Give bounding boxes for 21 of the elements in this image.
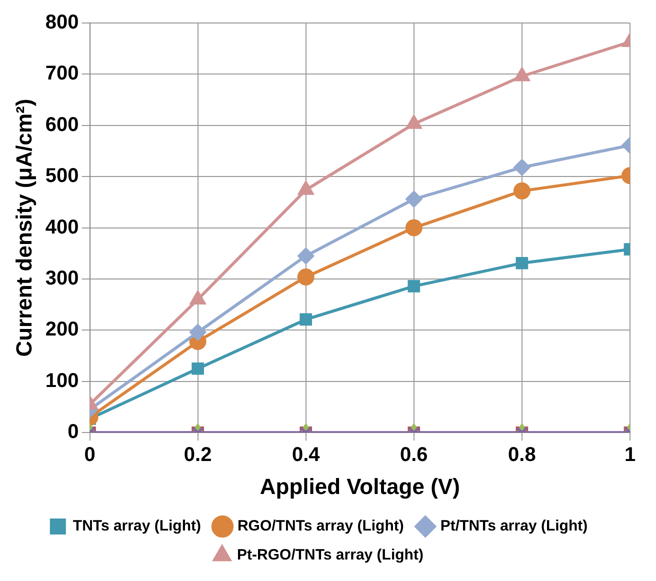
legend-label: RGO/TNTs array (Light) [237, 518, 404, 535]
legend-label: Pt-RGO/TNTs array (Light) [237, 546, 424, 564]
y-tick-label: 0 [68, 421, 79, 444]
y-tick-label: 700 [45, 62, 79, 85]
x-tick-label: 0.4 [292, 444, 321, 466]
x-tick-label: 1 [624, 444, 636, 466]
y-tick-label: 400 [45, 216, 79, 238]
x-tick-label: 0.6 [400, 444, 428, 466]
y-axis-title: Current density (μA/cm²) [11, 98, 36, 357]
y-tick-label: 600 [45, 114, 79, 136]
legend-label: Pt/TNTs array (Light) [440, 518, 588, 535]
y-tick-label: 100 [45, 370, 79, 392]
y-tick-label: 800 [45, 12, 79, 34]
y-tick-label: 500 [45, 165, 79, 188]
y-tick-label: 300 [45, 268, 79, 290]
x-axis-title: Applied Voltage (V) [260, 474, 460, 499]
x-tick-label: 0 [84, 444, 96, 466]
y-tick-label: 200 [45, 318, 79, 341]
x-tick-label: 0.8 [508, 444, 536, 466]
legend-label: TNTs array (Light) [72, 518, 201, 535]
x-tick-label: 0.2 [184, 444, 212, 466]
